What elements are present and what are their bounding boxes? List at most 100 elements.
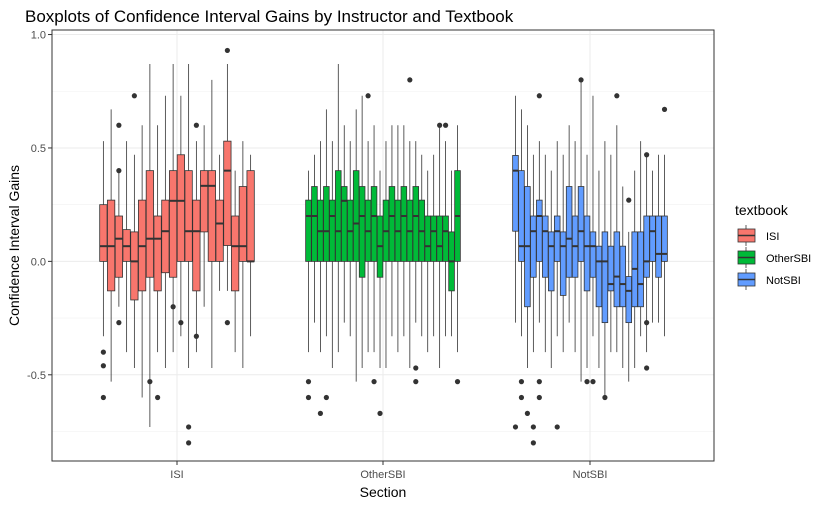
box [637, 231, 644, 308]
outlier-point [100, 363, 106, 369]
outlier-point [454, 379, 461, 385]
box [530, 215, 537, 278]
outlier-point [116, 168, 122, 174]
outlier-point [371, 379, 377, 385]
y-axis: -0.5 0.0 0.5 1.0 [27, 30, 52, 382]
outlier-point [131, 93, 137, 99]
box [323, 186, 330, 262]
box [329, 199, 336, 262]
boxes-layer [99, 47, 668, 446]
outlier-point [644, 152, 650, 158]
outlier-point [155, 394, 161, 401]
outlier-point [584, 379, 590, 385]
outlier-point [512, 424, 519, 430]
outlier-point [644, 365, 650, 371]
box [311, 186, 318, 262]
legend-title: textbook [735, 202, 789, 218]
box [358, 186, 366, 278]
box [643, 215, 650, 278]
outlier-point [170, 304, 176, 310]
box [625, 276, 632, 324]
x-tick-label: NotSBI [573, 469, 608, 481]
outlier-point [413, 365, 419, 371]
outlier-point [100, 394, 106, 401]
y-axis-title: Confidence Interval Gains [6, 165, 22, 326]
outlier-point [590, 379, 596, 385]
box [352, 170, 360, 262]
outlier-point [186, 424, 192, 430]
outlier-point [602, 394, 608, 401]
box [400, 186, 408, 262]
box [176, 154, 185, 262]
y-tick-label: 0.5 [31, 143, 46, 155]
box [153, 215, 162, 292]
x-axis: ISI OtherSBI NotSBI [170, 461, 607, 481]
legend-label-othersbi: OtherSBI [766, 253, 811, 265]
box [518, 170, 525, 262]
x-axis-title: Section [360, 484, 407, 500]
outlier-point [442, 122, 449, 128]
outlier-point [317, 410, 324, 416]
box [370, 186, 378, 262]
box [130, 231, 139, 301]
legend-label-notsbi: NotSBI [766, 275, 801, 287]
outlier-point [578, 77, 584, 83]
box [512, 155, 519, 232]
outlier-point [518, 379, 525, 385]
outlier-point [224, 320, 230, 326]
box [565, 186, 573, 278]
outlier-point [524, 410, 531, 416]
box [231, 215, 240, 292]
legend: textbook ISI OtherSBI NotSBI [735, 202, 811, 290]
y-tick-label: 1.0 [31, 30, 46, 42]
box [430, 215, 437, 262]
outlier-point [116, 122, 122, 128]
outlier-point [100, 349, 106, 355]
box-group-othersbi [305, 64, 461, 416]
box [424, 215, 431, 262]
outlier-point [193, 122, 199, 128]
outlier-point [186, 440, 192, 446]
outlier-point [530, 440, 536, 446]
box [442, 215, 449, 262]
box [613, 231, 621, 308]
box [145, 170, 154, 278]
outlier-point [224, 47, 230, 54]
box [601, 231, 609, 324]
box [595, 245, 603, 308]
box [649, 215, 656, 262]
y-tick-label: 0.0 [31, 256, 46, 268]
outlier-point [536, 379, 542, 385]
box [542, 215, 549, 278]
outlier-point [644, 320, 650, 326]
box [335, 170, 342, 262]
box [200, 170, 209, 233]
box-group-notsbi [512, 77, 668, 446]
box [583, 215, 591, 292]
box [305, 199, 312, 262]
outlier-point [530, 424, 536, 430]
x-tick-label: OtherSBI [360, 469, 405, 481]
x-tick-label: ISI [170, 469, 183, 481]
outlier-point [305, 394, 312, 401]
outlier-point [147, 379, 153, 385]
outlier-point [323, 394, 329, 401]
box [536, 199, 543, 262]
box [548, 231, 555, 292]
box [661, 215, 668, 262]
outlier-point [626, 197, 632, 203]
box [619, 245, 627, 308]
box [223, 140, 232, 246]
outlier-point [193, 333, 199, 339]
outlier-point [554, 424, 560, 430]
box [99, 204, 108, 262]
box [436, 215, 443, 262]
outlier-point [536, 394, 542, 401]
box [412, 186, 420, 262]
box [388, 186, 396, 262]
chart-title: Boxplots of Confidence Interval Gains by… [25, 7, 514, 26]
y-tick-label: -0.5 [27, 370, 46, 382]
outlier-point [437, 122, 443, 128]
outlier-point [614, 93, 620, 99]
